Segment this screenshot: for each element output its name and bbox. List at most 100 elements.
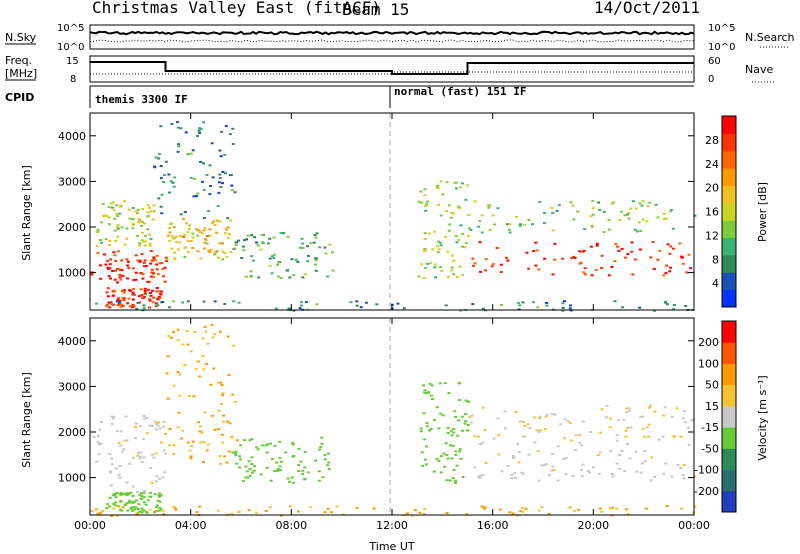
echo-cell: [591, 466, 595, 469]
echo-cell: [218, 242, 221, 245]
echo-cell: [663, 406, 667, 409]
echo-cell: [538, 415, 542, 418]
echo-cell: [524, 507, 528, 510]
colorbar-segment: [722, 363, 736, 386]
echo-cell: [454, 450, 458, 453]
echo-cell: [139, 455, 143, 458]
echo-cell: [306, 260, 310, 263]
echo-cell: [598, 451, 602, 454]
echo-cell: [561, 307, 565, 309]
echo-cell: [181, 429, 185, 432]
echo-cell: [450, 457, 454, 460]
echo-cell: [232, 300, 236, 303]
echo-cell: [125, 439, 129, 442]
nave-label: Nave: [745, 63, 773, 76]
echo-cell: [268, 237, 272, 240]
echo-cell: [481, 474, 485, 477]
echo-cell: [116, 298, 120, 301]
echo-cell: [167, 444, 171, 447]
echo-cell: [264, 510, 268, 512]
echo-cell: [643, 460, 647, 463]
echo-cell: [288, 480, 291, 483]
echo-cell: [116, 223, 120, 226]
echo-cell: [106, 260, 110, 263]
echo-cell: [159, 125, 163, 128]
echo-cell: [318, 448, 322, 451]
echo-cell: [142, 509, 146, 512]
echo-cell: [301, 247, 305, 249]
echo-cell: [510, 473, 514, 476]
echo-cell: [614, 243, 618, 245]
echo-cell: [158, 296, 162, 299]
echo-cell: [106, 295, 110, 298]
echo-cell: [424, 266, 427, 269]
echo-cell: [450, 211, 454, 214]
echo-cell: [584, 273, 587, 276]
echo-cell: [159, 177, 163, 180]
echo-cell: [422, 249, 426, 252]
echo-cell: [273, 444, 277, 447]
echo-cell: [100, 221, 104, 224]
colorbar-tick-label: 50: [705, 379, 719, 392]
echo-cell: [488, 229, 492, 231]
echo-cell: [146, 280, 150, 283]
echo-cell: [112, 417, 116, 420]
echo-cell: [139, 510, 143, 513]
echo-cell: [566, 420, 570, 423]
echo-cell: [597, 201, 601, 204]
echo-cell: [162, 513, 166, 516]
echo-cell: [647, 435, 651, 438]
echo-cell: [648, 201, 652, 204]
echo-cell: [301, 242, 305, 245]
echo-cell: [152, 296, 156, 299]
echo-cell: [591, 207, 595, 210]
echo-cell: [210, 142, 214, 145]
echo-cell: [624, 256, 628, 259]
echo-cell: [231, 143, 235, 145]
echo-cell: [620, 247, 624, 250]
echo-cell: [483, 429, 487, 431]
echo-cell: [195, 511, 199, 514]
echo-cell: [417, 200, 421, 203]
echo-cell: [231, 393, 235, 396]
echo-cell: [620, 449, 624, 452]
echo-cell: [581, 463, 585, 466]
colorbar-segment: [722, 116, 736, 134]
echo-cell: [453, 479, 457, 482]
echo-cell: [406, 512, 409, 515]
echo-cell: [273, 470, 277, 473]
echo-cell: [662, 414, 665, 417]
echo-cell: [318, 479, 321, 482]
echo-cell: [276, 468, 280, 470]
echo-cell: [425, 422, 429, 425]
echo-cell: [668, 210, 672, 213]
echo-cell: [544, 415, 548, 418]
colorbar-segment: [722, 405, 736, 428]
echo-cell: [452, 273, 456, 276]
echo-cell: [174, 508, 178, 511]
echo-cell: [568, 506, 572, 509]
echo-cell: [150, 481, 154, 484]
echo-cell: [99, 277, 103, 280]
echo-cell: [177, 143, 180, 146]
echo-cell: [142, 456, 146, 459]
echo-cell: [125, 258, 129, 261]
echo-cell: [233, 452, 237, 455]
echo-cell: [643, 450, 647, 452]
echo-cell: [479, 270, 482, 273]
echo-cell: [95, 302, 98, 305]
echo-cell: [177, 145, 181, 148]
echo-cell: [663, 218, 666, 221]
echo-cell: [181, 301, 185, 304]
echo-cell: [149, 292, 152, 294]
colorbar-segment: [722, 321, 736, 343]
echo-cell: [610, 202, 614, 205]
y-tick-label: 2000: [58, 426, 86, 439]
echo-cell: [429, 394, 433, 397]
echo-cell: [537, 268, 541, 271]
echo-cell: [163, 174, 167, 176]
echo-cell: [664, 272, 668, 275]
y-tick-label: 2000: [58, 221, 86, 234]
echo-cell: [488, 204, 492, 207]
echo-cell: [545, 301, 549, 304]
